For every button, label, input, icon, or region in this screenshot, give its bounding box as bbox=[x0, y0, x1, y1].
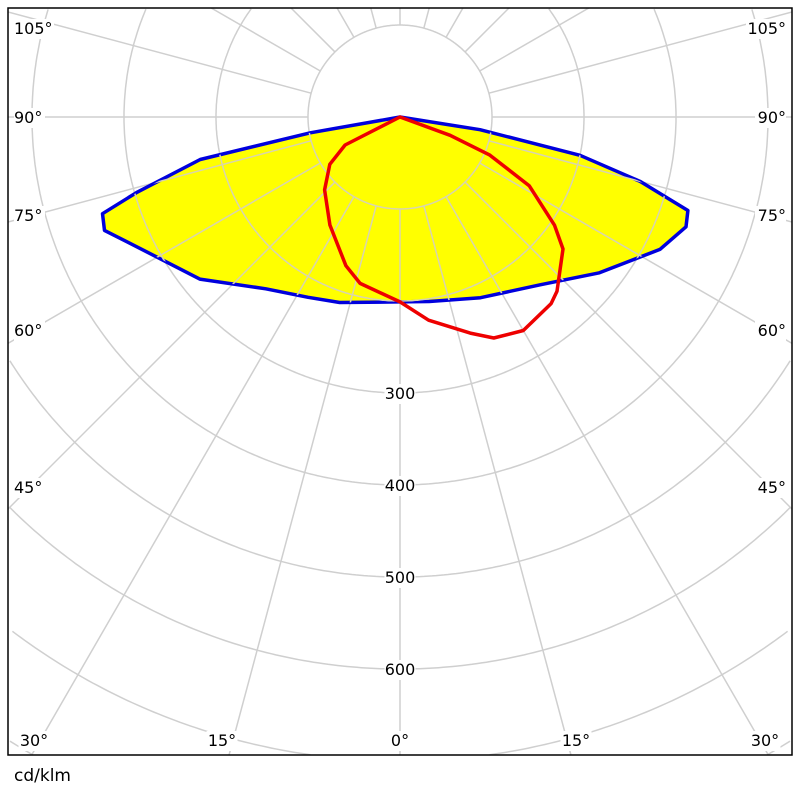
label-background bbox=[384, 476, 416, 496]
grid-spoke bbox=[423, 8, 430, 29]
angle-tick-label-bottom: 15° bbox=[208, 731, 236, 750]
grid-circle bbox=[215, 117, 585, 302]
label-background bbox=[755, 206, 786, 226]
series-2-curve bbox=[322, 115, 565, 340]
grid-spoke bbox=[488, 11, 792, 94]
angle-tick-label-right: 105° bbox=[747, 19, 786, 38]
label-background bbox=[746, 19, 786, 39]
unit-label: cd/klm bbox=[14, 766, 71, 786]
label-background bbox=[389, 731, 411, 751]
label-background bbox=[755, 478, 786, 498]
angle-tick-label-bottom: 0° bbox=[391, 731, 409, 750]
grid-spoke bbox=[290, 8, 336, 53]
angle-tick-label-right: 45° bbox=[758, 478, 786, 497]
angle-tick-label-left: 60° bbox=[14, 321, 42, 340]
label-background bbox=[749, 731, 781, 751]
angle-tick-label-bottom: 30° bbox=[751, 731, 779, 750]
label-background bbox=[755, 108, 786, 128]
grid-spoke bbox=[102, 162, 321, 303]
label-background bbox=[384, 660, 416, 680]
angle-tick-label-left: 45° bbox=[14, 478, 42, 497]
grid-spoke bbox=[423, 205, 572, 303]
angle-tick-label-left: 105° bbox=[14, 19, 53, 38]
grid-spoke bbox=[210, 8, 321, 72]
label-background bbox=[384, 568, 416, 588]
label-background bbox=[14, 321, 45, 341]
radial-tick-label: 500 bbox=[385, 568, 416, 587]
label-background bbox=[206, 731, 238, 751]
angle-tick-label-bottom: 15° bbox=[562, 731, 590, 750]
grid-spoke bbox=[8, 11, 312, 94]
grid-spoke bbox=[228, 205, 377, 303]
grid-spoke bbox=[445, 8, 464, 38]
angle-tick-label-right: 60° bbox=[758, 321, 786, 340]
label-background bbox=[14, 108, 45, 128]
grid-spoke bbox=[370, 8, 377, 29]
radial-tick-label: 600 bbox=[385, 660, 416, 679]
label-background bbox=[755, 321, 786, 341]
angle-tick-label-left: 90° bbox=[14, 108, 42, 127]
angle-tick-label-bottom: 30° bbox=[20, 731, 48, 750]
angle-tick-label-left: 75° bbox=[14, 206, 42, 225]
radial-tick-label: 400 bbox=[385, 476, 416, 495]
label-background bbox=[14, 19, 54, 39]
grid-spoke bbox=[479, 8, 590, 72]
grid-circle bbox=[9, 506, 791, 670]
radial-tick-label: 300 bbox=[385, 384, 416, 403]
grid-circle bbox=[11, 630, 789, 755]
polar-grid bbox=[8, 8, 792, 755]
grid-circle bbox=[9, 360, 791, 578]
plot-frame bbox=[7, 7, 793, 756]
label-background bbox=[14, 206, 45, 226]
grid-spoke bbox=[102, 196, 355, 303]
grid-spoke bbox=[464, 8, 510, 53]
grid-spoke bbox=[102, 181, 336, 303]
grid-spoke bbox=[445, 196, 688, 303]
angle-tick-label-right: 90° bbox=[758, 108, 786, 127]
label-background bbox=[18, 731, 50, 751]
tick-labels: 300 400 500 600 105° 105° 90° 90° 75° 75° 60° 60° 45… bbox=[14, 19, 786, 751]
label-background bbox=[384, 384, 416, 404]
grid-spoke bbox=[479, 162, 688, 303]
grid-spoke bbox=[336, 8, 355, 38]
label-background bbox=[560, 731, 592, 751]
grid-spoke bbox=[464, 181, 688, 303]
grid-spoke bbox=[102, 140, 312, 223]
angle-tick-label-right: 75° bbox=[758, 206, 786, 225]
grid-circle bbox=[123, 8, 677, 394]
label-background bbox=[14, 478, 45, 498]
